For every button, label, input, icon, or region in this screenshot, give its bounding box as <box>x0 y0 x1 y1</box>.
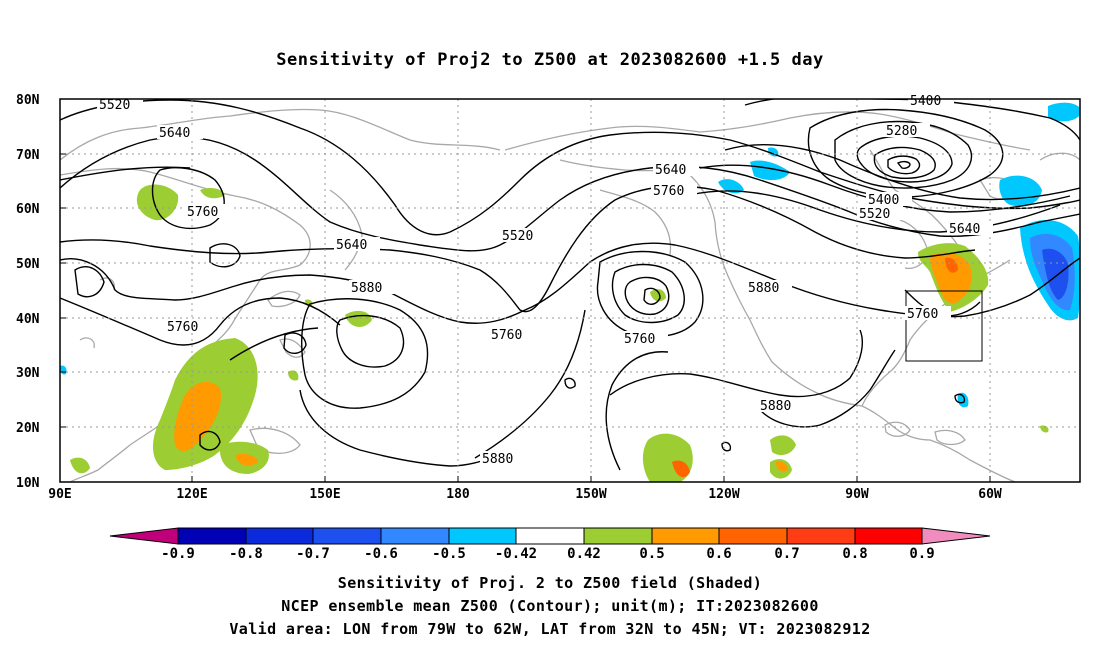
lat-label: 10N <box>16 476 40 491</box>
lon-label: 180 <box>446 487 470 502</box>
colorbar-bin <box>854 527 923 545</box>
lon-label: 90W <box>845 487 869 502</box>
colorbar-bin <box>583 527 653 545</box>
colorbar-label: 0.8 <box>842 546 867 562</box>
contour-label: 5520 <box>859 207 890 222</box>
colorbar: -0.9 -0.8 -0.7 -0.6 -0.5 -0.42 0.42 0.5 … <box>109 527 991 562</box>
colorbar-bin <box>448 527 517 545</box>
colorbar-label: -0.5 <box>432 546 466 562</box>
sensitivity-shading <box>60 102 1080 482</box>
valid-area-box <box>905 290 983 362</box>
colorbar-label: 0.5 <box>639 546 664 562</box>
caption-shading: Sensitivity of Proj. 2 to Z500 field (Sh… <box>337 574 763 592</box>
colorbar-label: 0.6 <box>706 546 731 562</box>
lat-label: 30N <box>16 366 40 381</box>
contour-label: 5640 <box>336 238 367 253</box>
contour-label: 5880 <box>482 452 513 467</box>
colorbar-lower-extension <box>109 527 179 545</box>
colorbar-label: 0.7 <box>774 546 799 562</box>
colorbar-bin <box>515 527 585 545</box>
chart-title: Sensitivity of Proj2 to Z500 at 20230826… <box>276 50 824 70</box>
contour-label: 5400 <box>868 193 899 208</box>
graticule <box>60 99 1080 482</box>
lat-label: 60N <box>16 202 40 217</box>
caption-valid-area: Valid area: LON from 79W to 62W, LAT fro… <box>229 620 871 638</box>
lon-label: 90E <box>48 487 71 502</box>
lon-label: 60W <box>978 487 1002 502</box>
contour-label: 5760 <box>653 184 684 199</box>
colorbar-label: -0.9 <box>161 546 195 562</box>
colorbar-bin <box>177 527 247 545</box>
colorbar-label: -0.42 <box>495 546 537 562</box>
colorbar-bin <box>245 527 314 545</box>
colorbar-bin <box>312 527 382 545</box>
longitude-labels: 90E 120E 150E 180 150W 120W 90W 60W <box>48 487 1002 502</box>
contour-label: 5520 <box>502 229 533 244</box>
contour-label: 5760 <box>491 328 522 343</box>
lon-label: 120W <box>708 487 739 502</box>
contour-label: 5760 <box>624 332 655 347</box>
map-frame <box>59 98 1081 483</box>
lat-label: 70N <box>16 148 40 163</box>
lat-label: 50N <box>16 257 40 272</box>
lon-label: 150E <box>309 487 340 502</box>
axis-ticks <box>60 98 991 482</box>
contour-label: 5400 <box>910 94 941 109</box>
colorbar-label: -0.6 <box>364 546 398 562</box>
contour-label: 5280 <box>886 124 917 139</box>
colorbar-upper-extension <box>921 527 991 545</box>
contour-label: 5640 <box>949 222 980 237</box>
colorbar-bin <box>380 527 450 545</box>
contour-label: 5880 <box>748 281 779 296</box>
contour-label: 5760 <box>187 205 218 220</box>
colorbar-bin <box>786 527 856 545</box>
contour-label: 5520 <box>99 98 130 113</box>
colorbar-bin <box>651 527 720 545</box>
lon-label: 120E <box>176 487 207 502</box>
contour-label: 5880 <box>760 399 791 414</box>
caption-contour: NCEP ensemble mean Z500 (Contour); unit(… <box>281 597 819 615</box>
lat-label: 80N <box>16 93 40 108</box>
lon-label: 150W <box>575 487 606 502</box>
contour-label: 5880 <box>351 281 382 296</box>
contour-label: 5760 <box>907 307 938 322</box>
colorbar-label: -0.7 <box>296 546 330 562</box>
colorbar-label: 0.42 <box>567 546 601 562</box>
contour-label: 5640 <box>159 126 190 141</box>
colorbar-bin <box>718 527 788 545</box>
latitude-labels: 80N 70N 60N 50N 40N 30N 20N 10N <box>16 93 40 491</box>
lat-label: 20N <box>16 421 40 436</box>
contour-labels: 5520 5640 5760 5640 5880 5760 5520 5640 … <box>99 94 981 467</box>
colorbar-label: -0.8 <box>229 546 263 562</box>
colorbar-label: 0.9 <box>909 546 934 562</box>
contour-label: 5760 <box>167 320 198 335</box>
lat-label: 40N <box>16 312 40 327</box>
contour-label: 5640 <box>655 163 686 178</box>
